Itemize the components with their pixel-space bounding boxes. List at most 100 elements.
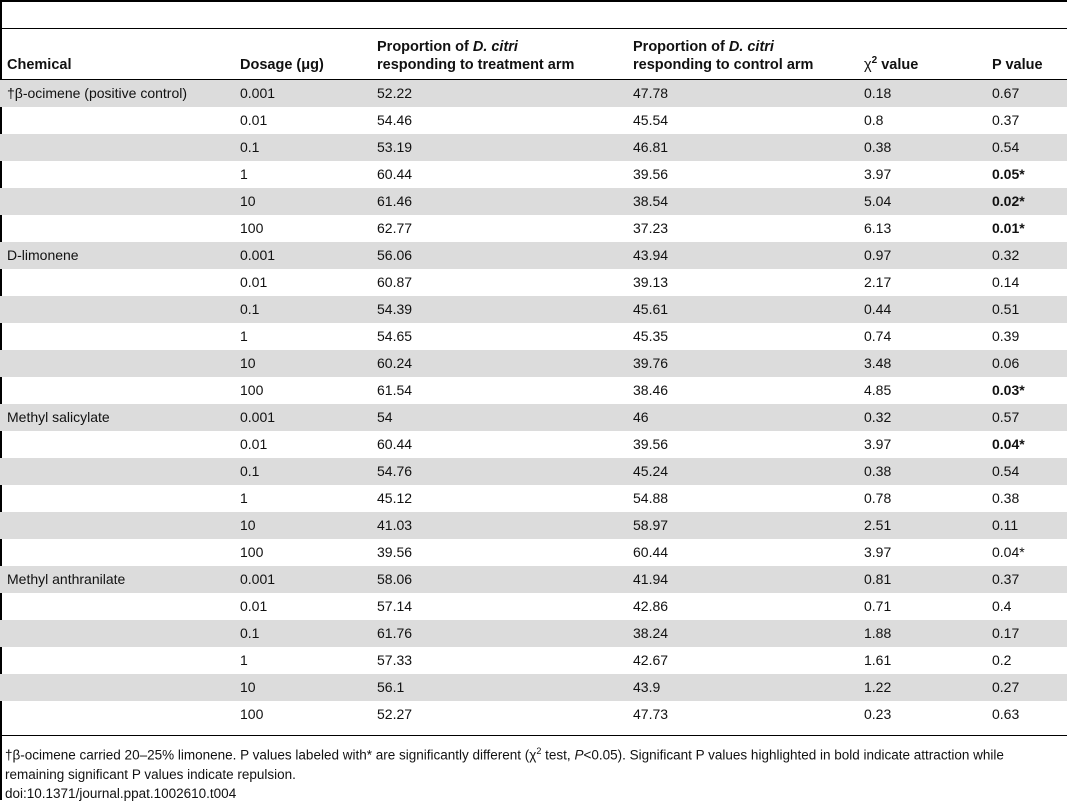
- cell-control: 39.76: [626, 349, 857, 377]
- cell-dosage: 100: [240, 382, 264, 398]
- p-value-number: 0.27: [992, 679, 1020, 695]
- cell-p-value: 0.67: [985, 79, 1067, 107]
- cell-chi-square: 0.18: [857, 79, 985, 107]
- significance-marker: *: [1019, 193, 1025, 209]
- cell-chi-square: 0.74: [864, 328, 892, 344]
- cell-control: 42.67: [633, 652, 669, 668]
- cell-control: 58.97: [626, 511, 857, 539]
- cell-p-value: 0.39: [985, 323, 1067, 350]
- table-row: 10 41.03 58.97 2.51 0.11: [0, 511, 1067, 539]
- table-row: Methyl anthranilate 0.001 58.06 41.94 0.81 0.…: [0, 565, 1067, 593]
- table-row: 100 61.54 38.46 4.85 0.03*: [0, 377, 1067, 404]
- cell-chemical: [0, 701, 233, 728]
- cell-chi-square: 3.48: [857, 349, 985, 377]
- p-value-number: 0.05: [992, 166, 1020, 182]
- cell-chi-square: 0.71: [864, 598, 892, 614]
- cell-treatment: 56.06: [370, 241, 626, 269]
- header-top-rule: [0, 28, 1067, 29]
- cell-control: 43.9: [626, 673, 857, 701]
- cell-control: 47.78: [626, 79, 857, 107]
- cell-p-value: 0.17: [985, 619, 1067, 647]
- cell-treatment: 61.46: [370, 187, 626, 215]
- cell-dosage: 0.01: [240, 436, 268, 452]
- cell-control: 39.13: [633, 274, 669, 290]
- p-value-number: 0.37: [992, 571, 1020, 587]
- table-row: 1 60.44 39.56 3.97 0.05*: [0, 161, 1067, 188]
- cell-p-value: 0.02*: [985, 187, 1067, 215]
- cell-chi-square: 4.85: [864, 382, 892, 398]
- cell-p-value: 0.57: [985, 403, 1067, 431]
- cell-treatment: 41.03: [370, 511, 626, 539]
- cell-p-value: 0.51: [985, 295, 1067, 323]
- cell-treatment: 54.65: [377, 328, 413, 344]
- cell-treatment: 60.44: [377, 166, 413, 182]
- cell-dosage: 10: [233, 187, 370, 215]
- cell-control: 38.54: [626, 187, 857, 215]
- table-footnote: †β-ocimene carried 20–25% limonene. P va…: [5, 746, 1004, 801]
- cell-treatment: 57.14: [377, 598, 413, 614]
- cell-control: 45.61: [626, 295, 857, 323]
- doi-text: doi:10.1371/journal.ppat.1002610.t004: [5, 785, 237, 801]
- table-row: 1 45.12 54.88 0.78 0.38: [0, 485, 1067, 512]
- cell-chemical: [0, 673, 233, 701]
- p-value-number: 0.32: [992, 247, 1020, 263]
- p-value-number: 0.02: [992, 193, 1020, 209]
- p-value-number: 0.38: [992, 490, 1020, 506]
- cell-p-value: 0.27: [985, 673, 1067, 701]
- cell-dosage: 0.001: [233, 79, 370, 107]
- table-row: 1 57.33 42.67 1.61 0.2: [0, 647, 1067, 674]
- p-value-number: 0.11: [992, 517, 1019, 533]
- p-value-number: 0.2: [992, 652, 1012, 668]
- table-row: 10 60.24 39.76 3.48 0.06: [0, 349, 1067, 377]
- cell-dosage: 0.01: [240, 274, 268, 290]
- cell-chemical: Methyl salicylate: [0, 403, 233, 431]
- cell-chemical: Methyl anthranilate: [0, 565, 233, 593]
- cell-dosage: 100: [240, 544, 264, 560]
- header-p-value: P value: [985, 30, 1067, 80]
- cell-control: 45.54: [633, 112, 669, 128]
- header-treatment: Proportion of D. citri responding to tre…: [370, 30, 626, 80]
- cell-p-value: 0.54: [985, 133, 1067, 161]
- header-dosage: Dosage (μg): [233, 30, 370, 80]
- cell-chemical: †β-ocimene (positive control): [0, 79, 233, 107]
- cell-chemical: [0, 593, 233, 620]
- p-value-number: 0.14: [992, 274, 1020, 290]
- significance-marker: *: [1019, 220, 1025, 236]
- cell-control: 41.94: [626, 565, 857, 593]
- cell-treatment: 54.76: [370, 457, 626, 485]
- cell-control: 54.88: [633, 490, 669, 506]
- table-row: †β-ocimene (positive control) 0.001 52.22 4…: [0, 79, 1067, 107]
- cell-treatment: 62.77: [377, 220, 413, 236]
- p-value-number: 0.67: [992, 85, 1020, 102]
- cell-chi-square: 2.17: [864, 274, 892, 290]
- cell-treatment: 58.06: [370, 565, 626, 593]
- significance-marker: *: [1019, 382, 1025, 398]
- cell-chi-square: 0.38: [857, 457, 985, 485]
- cell-p-value: 0.04*: [985, 431, 1067, 458]
- cell-chemical: [0, 457, 233, 485]
- p-value-number: 0.63: [992, 706, 1020, 722]
- cell-chemical: [0, 133, 233, 161]
- cell-dosage: 10: [233, 349, 370, 377]
- cell-control: 45.35: [633, 328, 669, 344]
- table-bottom-rule: [0, 735, 1067, 736]
- cell-control: 42.86: [633, 598, 669, 614]
- cell-p-value: 0.4: [985, 593, 1067, 620]
- cell-p-value: 0.01*: [985, 215, 1067, 242]
- cell-dosage: 0.001: [233, 565, 370, 593]
- cell-p-value: 0.2: [985, 647, 1067, 674]
- cell-chemical: [0, 295, 233, 323]
- table-row: D-limonene 0.001 56.06 43.94 0.97 0.32: [0, 241, 1067, 269]
- table-row: Methyl salicylate 0.001 54 46 0.32 0.57: [0, 403, 1067, 431]
- p-value-number: 0.17: [992, 625, 1020, 641]
- cell-chemical: [0, 431, 233, 458]
- results-table: Chemical Dosage (μg) Proportion of D. ci…: [0, 30, 1067, 728]
- p-value-number: 0.04: [992, 436, 1020, 452]
- table-row: 0.01 60.44 39.56 3.97 0.04*: [0, 431, 1067, 458]
- cell-chemical: [0, 107, 233, 134]
- cell-p-value: 0.06: [985, 349, 1067, 377]
- cell-dosage: 0.01: [240, 598, 268, 614]
- cell-p-value: 0.37: [985, 565, 1067, 593]
- cell-control: 60.44: [633, 544, 669, 560]
- cell-control: 39.56: [633, 166, 669, 182]
